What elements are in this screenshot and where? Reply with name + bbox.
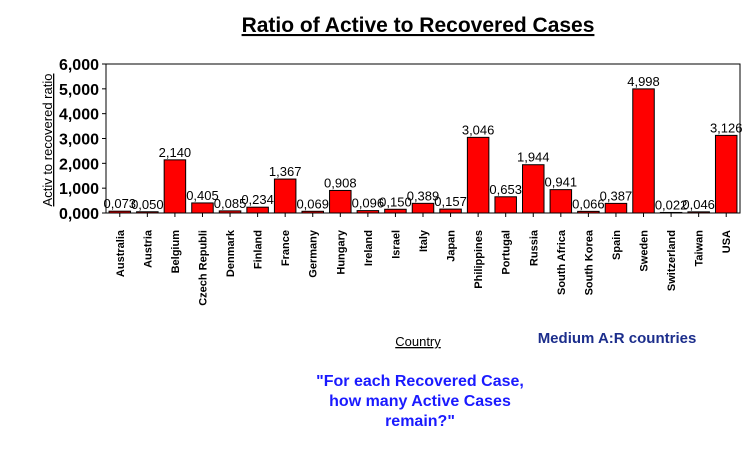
bar-japan <box>439 208 462 214</box>
x-tick-label: Hungary <box>335 229 347 275</box>
x-tick-label: Philippines <box>473 230 485 289</box>
x-tick-label: Germany <box>308 229 320 278</box>
data-label: 0,096 <box>352 196 385 211</box>
x-tick-label: South Korea <box>583 229 595 295</box>
bar-czech-republi <box>191 202 214 214</box>
question-line-2: how many Active Cases <box>329 393 511 410</box>
x-tick-label: Italy <box>418 229 430 252</box>
data-label: 3,126 <box>710 120 743 135</box>
y-axis-label: Activ to recovered ratio <box>40 74 55 207</box>
x-axis-label: Country <box>395 334 441 349</box>
x-tick-label: Belgium <box>170 230 182 274</box>
data-label: 0,066 <box>572 196 605 211</box>
x-tick-label: France <box>280 230 292 266</box>
x-tick-label: Ireland <box>363 230 375 266</box>
question-line-3: remain?" <box>385 413 455 430</box>
y-tick-label: 0,000 <box>59 206 99 223</box>
x-tick-label: USA <box>721 230 733 253</box>
bar-philippines <box>466 136 490 214</box>
x-tick-label: Spain <box>611 230 623 260</box>
y-tick-label: 6,000 <box>59 57 99 74</box>
bar-denmark <box>218 210 242 214</box>
bar-france <box>273 178 297 214</box>
bar-israel <box>384 208 407 214</box>
chart-title: Ratio of Active to Recovered Cases <box>242 14 595 37</box>
data-label: 0,405 <box>186 188 219 203</box>
x-tick-label: Japan <box>446 230 458 262</box>
x-tick-label: Switzerland <box>666 230 678 291</box>
bar-ireland <box>356 210 380 214</box>
x-tick-label: Sweden <box>639 230 651 272</box>
data-label: 0,234 <box>241 192 274 207</box>
bar-austria <box>136 211 159 214</box>
bar-taiwan <box>687 211 710 214</box>
x-tick-label: Australia <box>115 229 127 277</box>
data-label: 1,944 <box>517 150 550 165</box>
y-tick-label: 5,000 <box>59 82 99 99</box>
x-axis-ticks: Australia Austria Belgium Czech Republi Denm… <box>115 213 733 306</box>
data-label: 0,046 <box>682 197 715 212</box>
data-label: 0,073 <box>104 196 137 211</box>
bar-switzerland <box>659 211 683 214</box>
x-tick-label: South Africa <box>556 229 568 295</box>
data-label: 0,050 <box>131 197 164 212</box>
data-label: 0,157 <box>434 194 467 209</box>
data-label: 0,941 <box>545 175 578 190</box>
y-axis-ticks: 0,000 1,000 2,000 3,000 4,000 5,000 6,000 <box>59 57 106 223</box>
data-label: 0,387 <box>600 188 633 203</box>
bar-usa <box>714 134 738 214</box>
x-tick-label: Portugal <box>501 230 513 275</box>
bar-russia <box>522 164 545 214</box>
question-line-1: "For each Recovered Case, <box>316 373 524 390</box>
bar-germany <box>301 210 324 214</box>
x-tick-label: Taiwan <box>694 230 706 267</box>
bar-hungary <box>329 189 352 214</box>
bar-south-africa <box>549 189 573 214</box>
bar-italy <box>411 202 435 214</box>
x-tick-label: Czech Republi <box>197 230 209 306</box>
x-tick-label: Finland <box>253 230 265 269</box>
data-label: 0,022 <box>655 197 688 212</box>
bar-portugal <box>494 196 517 214</box>
data-label: 3,046 <box>462 122 495 137</box>
bar-australia <box>108 210 132 214</box>
data-label: 4,998 <box>627 74 660 89</box>
data-label: 2,140 <box>159 145 192 160</box>
bar-belgium <box>163 159 187 214</box>
data-label: 0,653 <box>489 182 522 197</box>
data-label: 0,389 <box>407 188 440 203</box>
x-tick-label: Israel <box>390 230 402 259</box>
y-tick-label: 4,000 <box>59 107 99 124</box>
data-label: 0,085 <box>214 196 247 211</box>
data-label: 0,908 <box>324 175 357 190</box>
data-label: 1,367 <box>269 164 302 179</box>
data-label: 0,150 <box>379 194 412 209</box>
question-annotation: "For each Recovered Case, how many Activ… <box>316 373 524 430</box>
data-label: 0,069 <box>296 196 329 211</box>
bars <box>108 88 738 214</box>
y-tick-label: 2,000 <box>59 156 99 173</box>
bar-finland <box>246 206 269 214</box>
medium-countries-note: Medium A:R countries <box>538 330 697 347</box>
y-tick-label: 3,000 <box>59 132 99 149</box>
x-tick-label: Denmark <box>225 229 237 277</box>
bar-south-korea <box>577 210 600 214</box>
x-tick-label: Russia <box>528 229 540 266</box>
bar-sweden <box>632 88 655 214</box>
bar-spain <box>604 202 628 214</box>
x-tick-label: Austria <box>142 229 154 268</box>
y-tick-label: 1,000 <box>59 181 99 198</box>
